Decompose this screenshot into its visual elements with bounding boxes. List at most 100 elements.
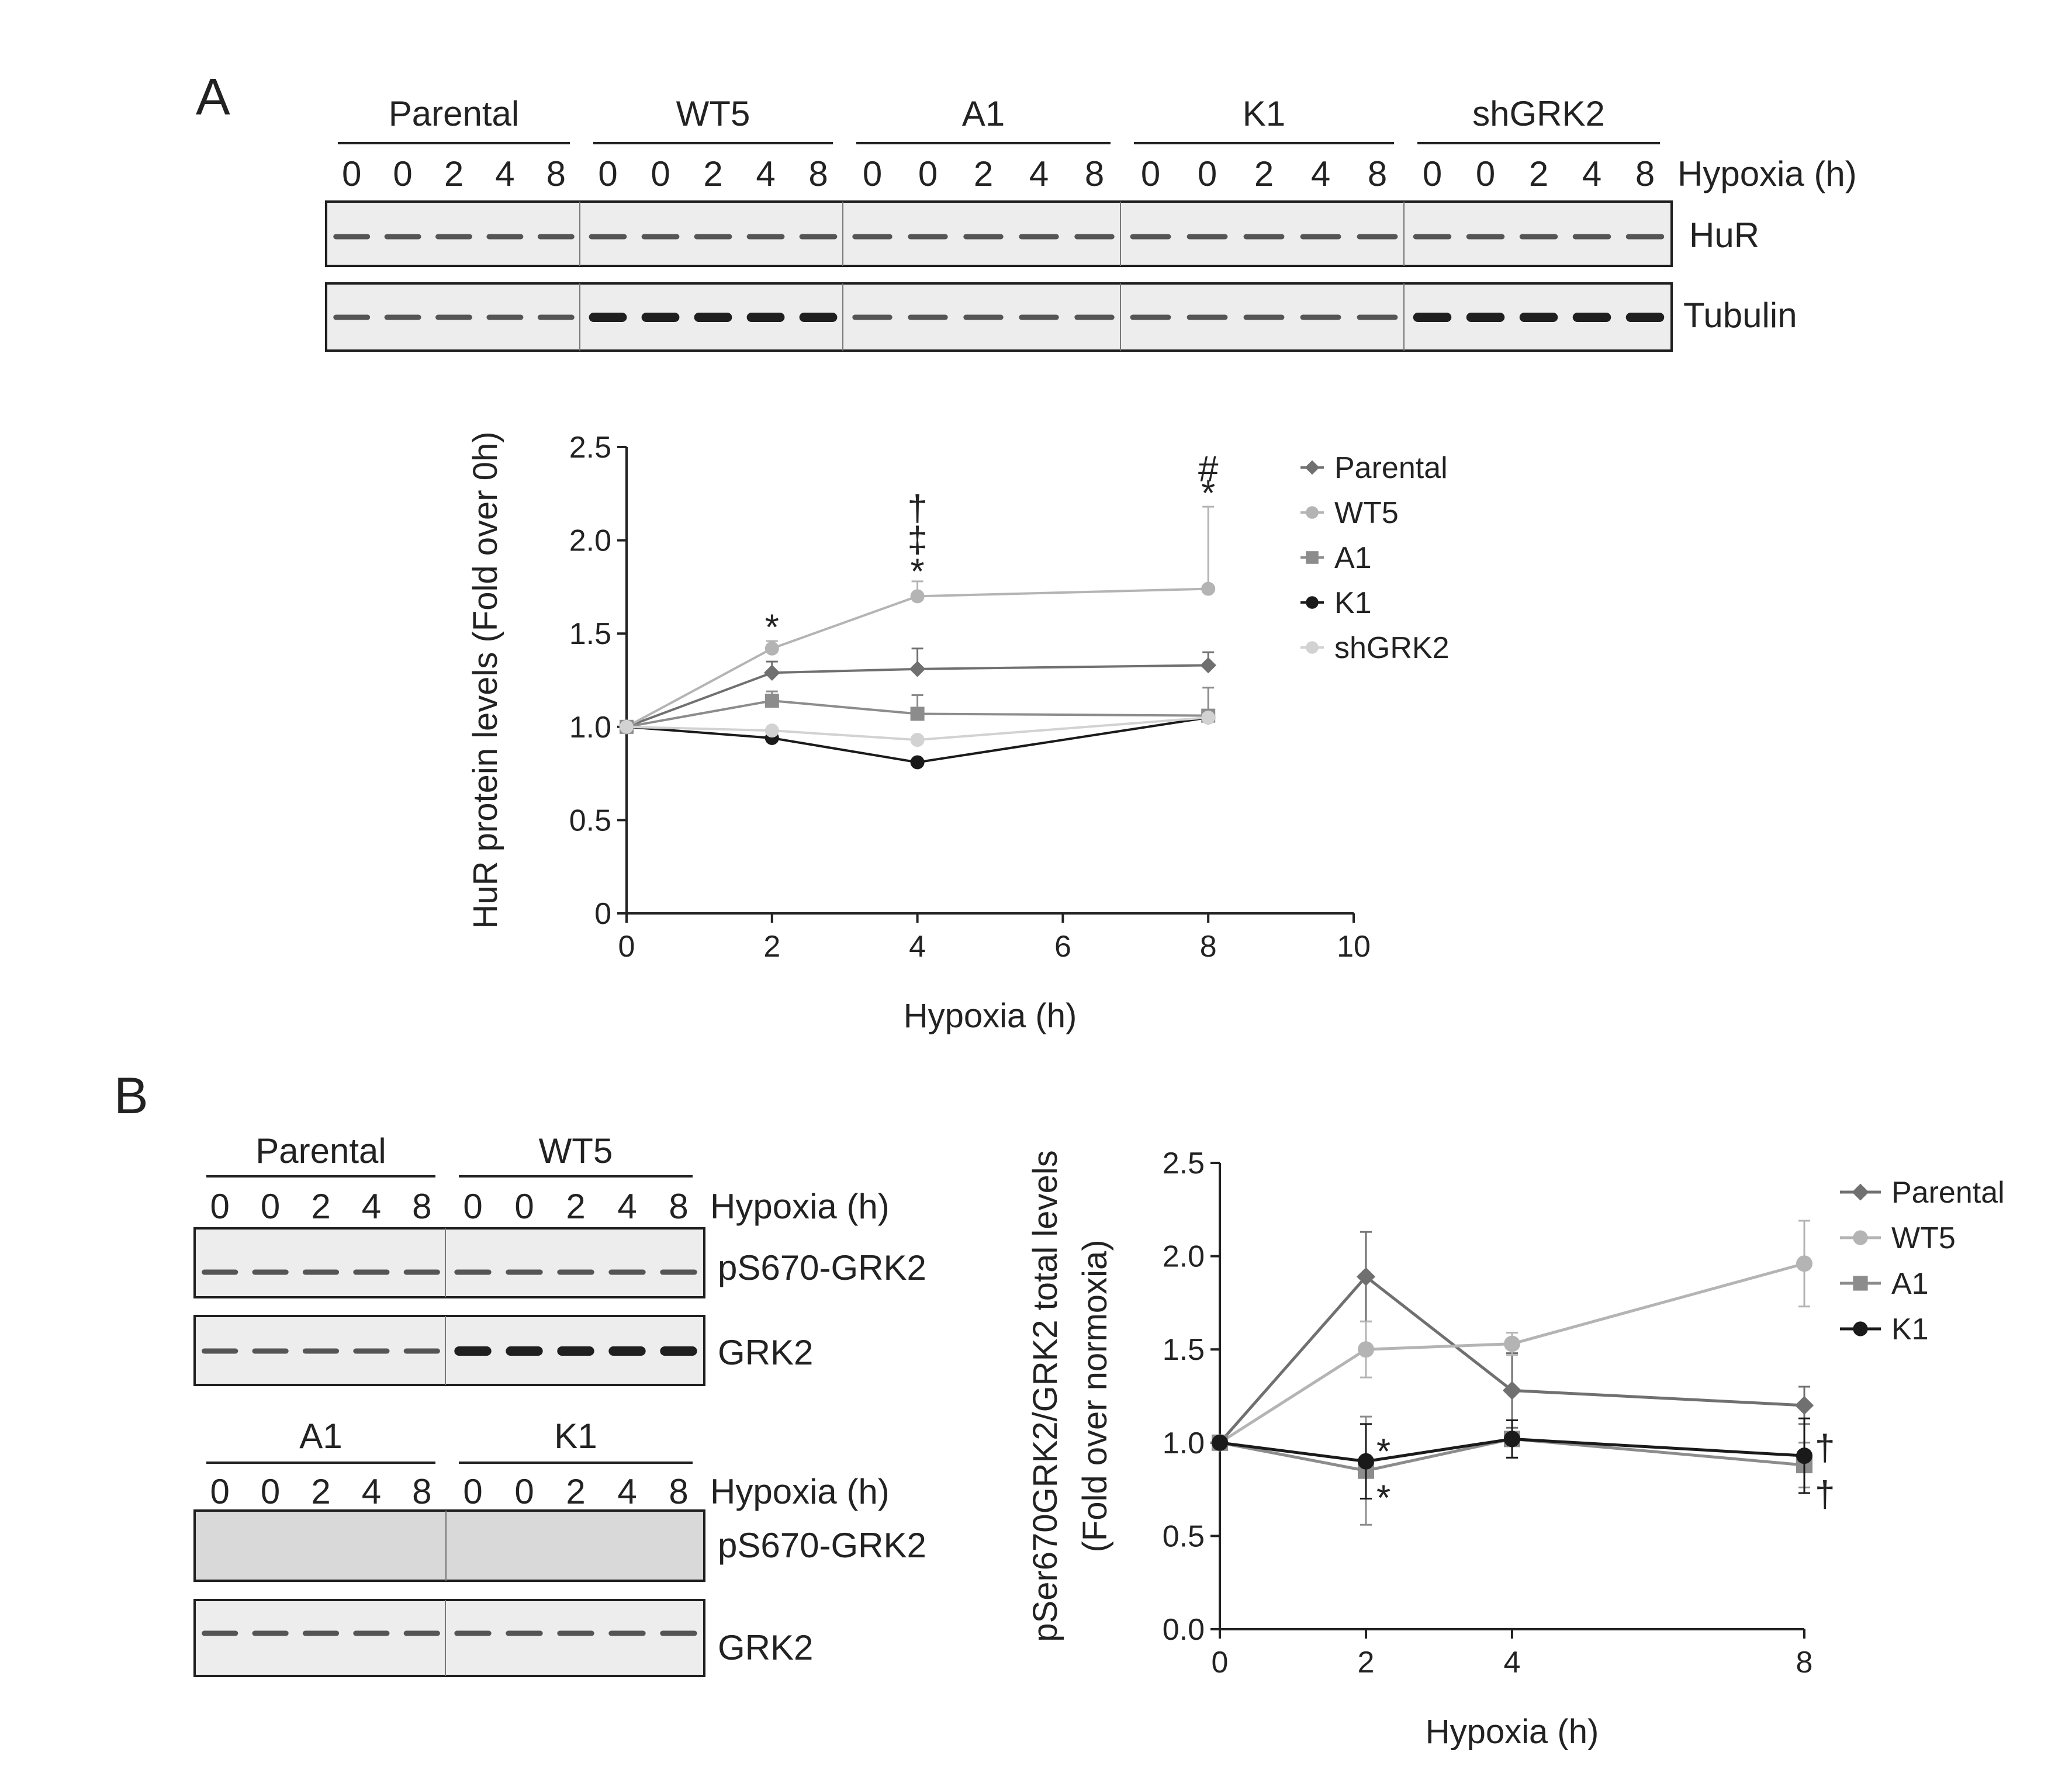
data-point-parental [1356, 1267, 1376, 1286]
legend-label-k1: K1 [1334, 586, 1372, 620]
blot-a-lane-label: 0 [1141, 154, 1160, 193]
panel-a-letter: A [196, 68, 230, 126]
tubulin-blot-band [963, 314, 1004, 320]
series-line-wt5 [626, 587, 1209, 728]
hur-blot-band [384, 234, 421, 240]
hur-blot-band [908, 234, 948, 240]
hur-blot-band [852, 234, 893, 240]
tubulin-blot-band [1519, 313, 1558, 322]
blot-b-bottom-hypoxia-label: Hypoxia (h) [710, 1472, 890, 1511]
legend-label-shgrk2: shGRK2 [1334, 631, 1450, 665]
grk2-blot-bottom-band [252, 1630, 289, 1636]
data-point-parental [1200, 657, 1216, 674]
data-point-parental [1794, 1395, 1814, 1415]
panel-a-line-chart: 0 0.5 1.0 1.5 2.0 2.5 0 2 4 6 8 10 Hypoxia (h) HuR pr… [466, 431, 1450, 1035]
hur-blot-band [537, 234, 575, 240]
data-point-shgrk2 [1201, 710, 1216, 725]
tubulin-blot-band [908, 314, 948, 320]
blot-b-bottom-lane-label: 0 [261, 1472, 280, 1511]
y-tick-label: 1.0 [569, 711, 611, 744]
data-point-parental [1502, 1381, 1522, 1400]
blot-b-top-lane-label: 0 [261, 1187, 280, 1226]
hur-blot-band [589, 234, 627, 240]
blot-a-lane-label: 2 [1529, 154, 1548, 193]
series-line-shgrk2 [626, 716, 1209, 742]
hur-blot-band [435, 234, 472, 240]
hur-blot-band [1572, 234, 1611, 240]
hur-blot-band [1074, 234, 1115, 240]
blot-b-top-group-parental: Parental [255, 1131, 386, 1170]
hur-blot-band [1300, 234, 1341, 240]
blot-b-top-lane-label: 0 [210, 1187, 230, 1226]
series-line-a1 [1219, 1437, 1805, 1473]
hur-blot-band [746, 234, 785, 240]
y-axis-title: pSer670GRK2/GRK2 total levels [1026, 1150, 1064, 1641]
row-label-tubulin: Tubulin [1683, 296, 1797, 335]
significance-mark: * [911, 552, 925, 592]
y-tick-label: 2.0 [569, 524, 611, 558]
hur-blot-band [1243, 234, 1285, 240]
blot-a-lane-label: 0 [342, 154, 361, 193]
y-tick-label: 1.5 [1163, 1333, 1205, 1367]
grk2-blot-top-band [353, 1348, 390, 1354]
row-label-ps670-top: pS670-GRK2 [718, 1248, 926, 1287]
x-axis-title: Hypoxia (h) [1426, 1713, 1599, 1751]
hur-blot-band [1187, 234, 1228, 240]
significance-mark: * [1376, 1478, 1390, 1519]
tubulin-blot-band [333, 314, 371, 320]
x-tick-label: 4 [909, 930, 926, 964]
row-label-grk2-top: GRK2 [718, 1333, 813, 1372]
blot-a-lane-label: 8 [808, 154, 828, 193]
data-point-k1 [1796, 1447, 1812, 1464]
data-point-k1 [1504, 1431, 1520, 1447]
x-tick-label: 0 [618, 930, 635, 964]
data-point-parental [764, 664, 780, 681]
hur-blot-band [799, 234, 838, 240]
grk2-blot-bottom-band [608, 1630, 646, 1636]
blot-b-bottom-lane-label: 0 [463, 1472, 482, 1511]
x-axis-title: Hypoxia (h) [904, 997, 1077, 1035]
blot-b-top-lane-label: 2 [311, 1187, 330, 1226]
tubulin-blot-band [1357, 314, 1398, 320]
y-tick-label: 1.5 [569, 617, 611, 651]
blot-a-lane-label: 4 [1029, 154, 1049, 193]
blot-b-bottom-lane-label: 4 [617, 1472, 637, 1511]
blot-a-lane-label: 0 [1198, 154, 1217, 193]
series-line-k1 [626, 716, 1209, 764]
data-point-k1 [1212, 1434, 1228, 1451]
significance-mark: * [1376, 1432, 1390, 1472]
tubulin-blot-band [1466, 313, 1505, 322]
y-axis-title-line2: (Fold over normoxia) [1076, 1239, 1114, 1552]
blot-b-bottom-lane-label: 2 [311, 1472, 330, 1511]
ps670-blot-top-band [353, 1269, 390, 1275]
blot-a-lane-label: 2 [444, 154, 463, 193]
grk2-blot-bottom-band [454, 1630, 492, 1636]
grk2-blot-top-band [202, 1348, 238, 1354]
blot-b-top-lane-label: 8 [412, 1187, 431, 1226]
blot-b-bottom-lane-label: 0 [514, 1472, 534, 1511]
blot-a-lane-label: 0 [1476, 154, 1495, 193]
blot-a-lane-label: 0 [598, 154, 617, 193]
ps670-blot-top-band [660, 1269, 697, 1275]
blot-b-top-lane-label: 8 [669, 1187, 688, 1226]
tubulin-blot-band [799, 313, 838, 322]
legend-marker-parental [1305, 460, 1320, 475]
tubulin-blot-band [852, 314, 893, 320]
ps670-blot-bottom-frame [193, 1509, 705, 1582]
x-tick-label: 8 [1200, 930, 1217, 964]
blot-b-top-group-wt5: WT5 [539, 1131, 613, 1170]
grk2-blot-bottom-band [506, 1630, 543, 1636]
ps670-blot-top-band [252, 1269, 289, 1275]
blot-a-hypoxia-label: Hypoxia (h) [1677, 154, 1857, 193]
grk2-blot-top-band [454, 1346, 492, 1356]
tubulin-blot-band [486, 314, 524, 320]
tubulin-blot-band [537, 314, 575, 320]
hur-blot-band [1019, 234, 1059, 240]
x-tick-label: 6 [1054, 930, 1071, 964]
ps670-blot-top-band [302, 1269, 340, 1275]
tubulin-blot-band [1130, 314, 1171, 320]
blot-a-lane-label: 4 [495, 154, 514, 193]
significance-mark: # [1198, 449, 1219, 489]
